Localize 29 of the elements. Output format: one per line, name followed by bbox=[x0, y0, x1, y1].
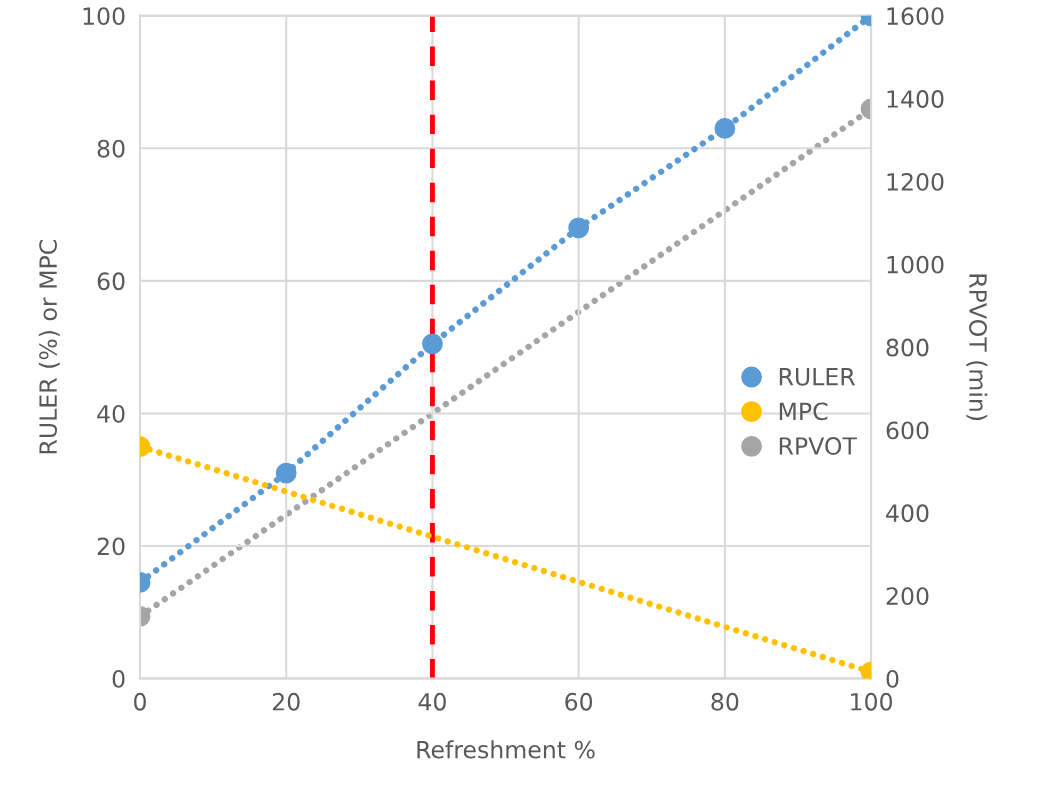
x-tick-label: 80 bbox=[711, 692, 739, 711]
x-tick-label: 20 bbox=[272, 692, 300, 711]
y2-axis-title: RPVOT (min) bbox=[966, 274, 988, 421]
y2-tick-label: 1400 bbox=[887, 90, 944, 108]
x-tick-label: 60 bbox=[565, 692, 593, 711]
x-tick-label: 0 bbox=[134, 692, 146, 711]
x-axis-title: Refreshment % bbox=[417, 740, 595, 759]
y2-tick-label: 400 bbox=[886, 504, 929, 523]
y-axis-title: RULER (%) or MPC bbox=[38, 240, 60, 454]
y-tick-label: 100 bbox=[83, 7, 125, 26]
y-tick-label: 40 bbox=[97, 404, 125, 423]
y2-tick-label: 1000 bbox=[887, 255, 944, 274]
y-tick-label: 60 bbox=[97, 272, 125, 291]
y2-tick-label: 600 bbox=[886, 421, 929, 440]
y-tick-label: 0 bbox=[112, 669, 125, 688]
point bbox=[568, 217, 590, 239]
y-tick-label: 20 bbox=[97, 537, 125, 556]
x-tick-label: 40 bbox=[418, 692, 446, 711]
y2-tick-label: 1600 bbox=[887, 7, 944, 26]
legend-label: MPC bbox=[779, 402, 828, 421]
point bbox=[422, 333, 443, 355]
y-tick-label: 80 bbox=[97, 139, 125, 158]
y2-tick-label: 1200 bbox=[887, 172, 944, 191]
x-tick-label: 100 bbox=[851, 692, 893, 711]
legend-label: RPVOT bbox=[779, 437, 857, 455]
y2-tick-label: 200 bbox=[886, 587, 929, 605]
y2-tick-label: 800 bbox=[886, 338, 929, 357]
y2-tick-label: 0 bbox=[886, 669, 899, 688]
legend-label: RULER bbox=[779, 368, 856, 386]
